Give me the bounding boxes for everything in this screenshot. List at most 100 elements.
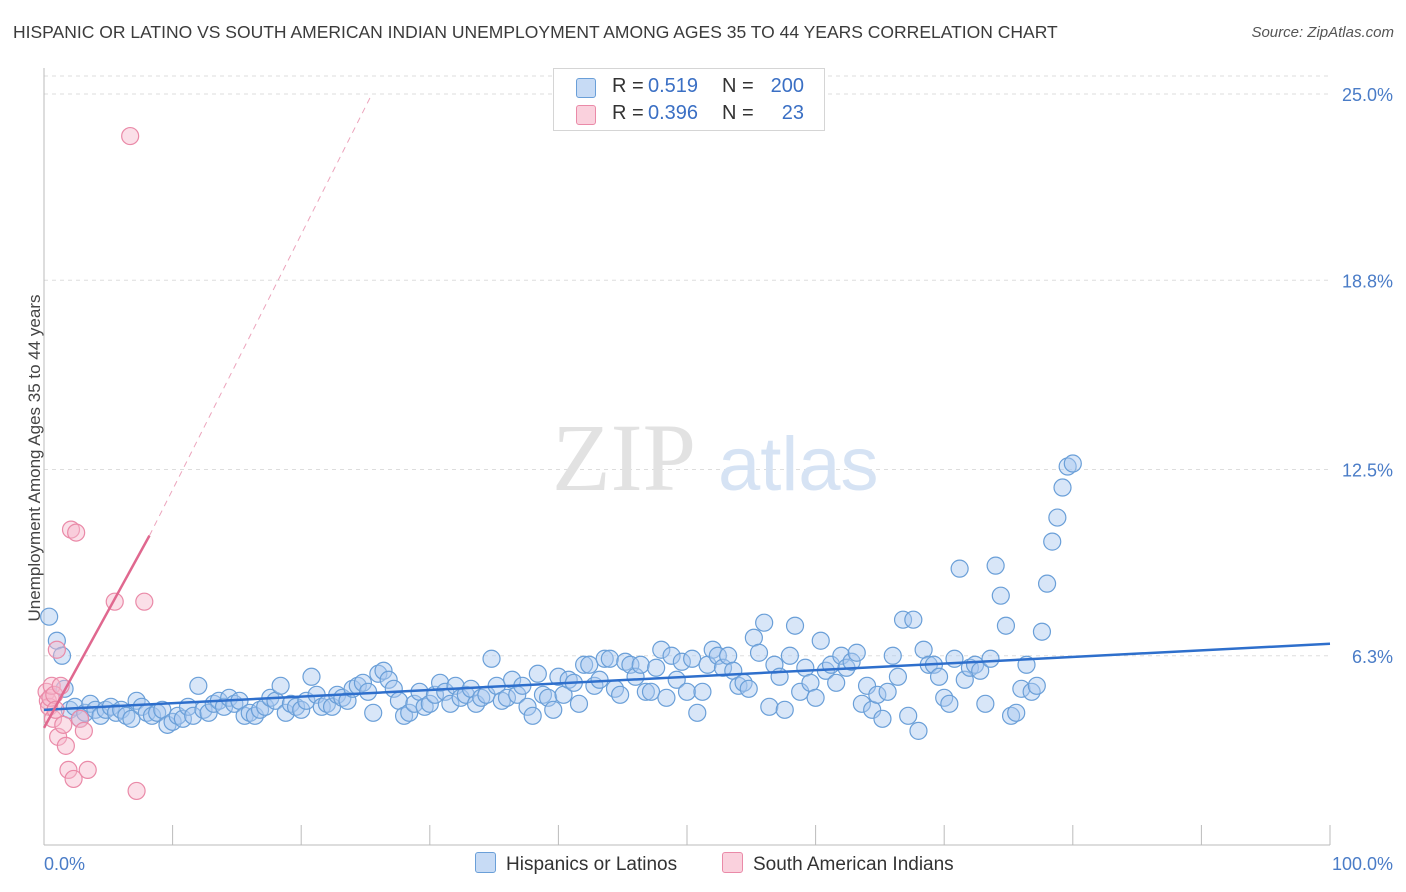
hispanic-point-184 (986, 556, 1005, 575)
hispanic-point-98 (544, 700, 563, 719)
hispanic-point-183 (981, 649, 1000, 668)
legend-n-value: 200 (770, 75, 804, 97)
hispanic-point-118 (647, 658, 666, 677)
hispanic-point-114 (626, 667, 645, 686)
y-tick-label-1: 12.5% (1342, 461, 1393, 481)
hispanic-point-74 (420, 694, 439, 713)
hispanic-point-109 (600, 649, 619, 668)
hispanic-point-127 (693, 682, 712, 701)
hispanic-point-143 (775, 700, 794, 719)
hispanic-point-64 (369, 664, 388, 683)
hispanic-point-170 (914, 640, 933, 659)
hispanic-point-182 (976, 694, 995, 713)
hispanic-point-116 (636, 682, 655, 701)
hispanic-point-148 (801, 673, 820, 692)
hispanic-point-41 (250, 700, 270, 719)
hispanic-point-93 (518, 697, 537, 716)
hispanic-point-26 (173, 709, 192, 728)
hispanic-point-103 (569, 694, 589, 713)
hispanic-point-28 (184, 706, 203, 725)
hispanic-point-73 (415, 697, 434, 716)
tick-labels: 6.3% 12.5% 18.8% 25.0% 0.0% 100.0% (44, 85, 1393, 874)
hispanic-point-55 (322, 697, 342, 716)
sai-point-18 (74, 721, 93, 740)
hispanic-point-159 (857, 676, 877, 695)
hispanic-point-20 (142, 706, 162, 725)
hispanic-point-199 (1063, 454, 1082, 473)
hispanic-point-198 (1058, 457, 1077, 476)
hispanic-point-131 (713, 658, 733, 677)
hispanic-point-165 (888, 667, 908, 686)
hispanic-point-77 (436, 682, 455, 701)
hispanic-point-34 (214, 697, 234, 716)
hispanic-point-29 (189, 676, 208, 695)
hispanic-point-196 (1048, 508, 1067, 527)
hispanic-point-192 (1027, 676, 1046, 695)
hispanic-point-58 (338, 691, 357, 710)
hispanic-point-123 (672, 652, 691, 671)
hispanic-point-49 (292, 700, 311, 719)
hispanic-point-13 (106, 703, 126, 722)
hispanic-point-144 (780, 646, 799, 665)
hispanic-point-126 (688, 703, 707, 722)
legend-n-value: 23 (781, 102, 804, 124)
sai-point-16 (67, 523, 86, 542)
hispanic-point-121 (662, 646, 681, 665)
hispanic-point-166 (893, 610, 913, 629)
hispanic-point-120 (657, 688, 676, 707)
hispanic-point-53 (312, 697, 331, 716)
hispanic-point-104 (575, 655, 594, 674)
hispanic-point-193 (1032, 622, 1052, 641)
hispanic-point-69 (394, 706, 414, 725)
watermark-atlas: atlas (718, 422, 879, 507)
hispanic-point-61 (353, 673, 373, 692)
hispanic-point-47 (281, 694, 301, 713)
grid-lines (44, 75, 1330, 657)
hispanic-point-63 (364, 703, 383, 722)
x-tick-label-0: 0.0% (44, 854, 85, 874)
hispanic-point-0 (40, 607, 59, 626)
hispanic-point-132 (719, 646, 738, 665)
hispanic-point-125 (683, 649, 702, 668)
hispanic-point-115 (631, 655, 650, 674)
hispanic-point-88 (492, 691, 511, 710)
hispanic-point-137 (744, 628, 763, 647)
hispanic-point-175 (940, 694, 959, 713)
hispanic-point-169 (909, 721, 928, 740)
sai-point-22 (127, 781, 146, 801)
hispanic-point-45 (271, 676, 290, 695)
sai-point-23 (135, 592, 154, 611)
hispanic-point-140 (760, 697, 779, 716)
hispanic-point-124 (677, 682, 697, 701)
hispanic-point-46 (276, 703, 295, 722)
y-axis-label: Unemployment Among Ages 35 to 44 years (25, 295, 44, 622)
hispanic-point-187 (1001, 706, 1021, 725)
hispanic-point-70 (400, 703, 419, 722)
hispanic-point-173 (929, 667, 949, 686)
hispanic-point-197 (1053, 478, 1072, 497)
y-tick-label-0: 6.3% (1352, 647, 1393, 667)
hispanic-point-122 (667, 670, 686, 689)
hispanic-point-65 (374, 661, 393, 680)
hispanic-point-23 (158, 715, 177, 734)
hispanic-point-189 (1012, 679, 1031, 698)
hispanic-point-153 (827, 673, 846, 692)
y-tick-label-2: 18.8% (1342, 271, 1393, 291)
hispanic-point-185 (991, 586, 1010, 605)
sai-point-8 (47, 640, 66, 659)
watermark-zip: ZIP (552, 404, 696, 511)
hispanic-point-48 (286, 697, 306, 716)
legend-swatch-blue (576, 78, 596, 98)
hispanic-point-117 (641, 682, 661, 701)
hispanic-point-84 (472, 688, 491, 707)
hispanic-point-25 (168, 706, 187, 725)
hispanic-point-78 (441, 694, 460, 713)
hispanic-point-134 (729, 676, 748, 695)
hispanic-point-154 (832, 646, 851, 665)
hispanic-point-39 (240, 703, 259, 722)
stats-legend: R = 0.519 N = 200 R = 0.396 N = 23 (553, 68, 825, 131)
hispanic-point-178 (955, 670, 974, 689)
hispanic-point-111 (611, 685, 630, 704)
sai-point-14 (61, 520, 81, 539)
hispanic-point-164 (883, 646, 902, 665)
